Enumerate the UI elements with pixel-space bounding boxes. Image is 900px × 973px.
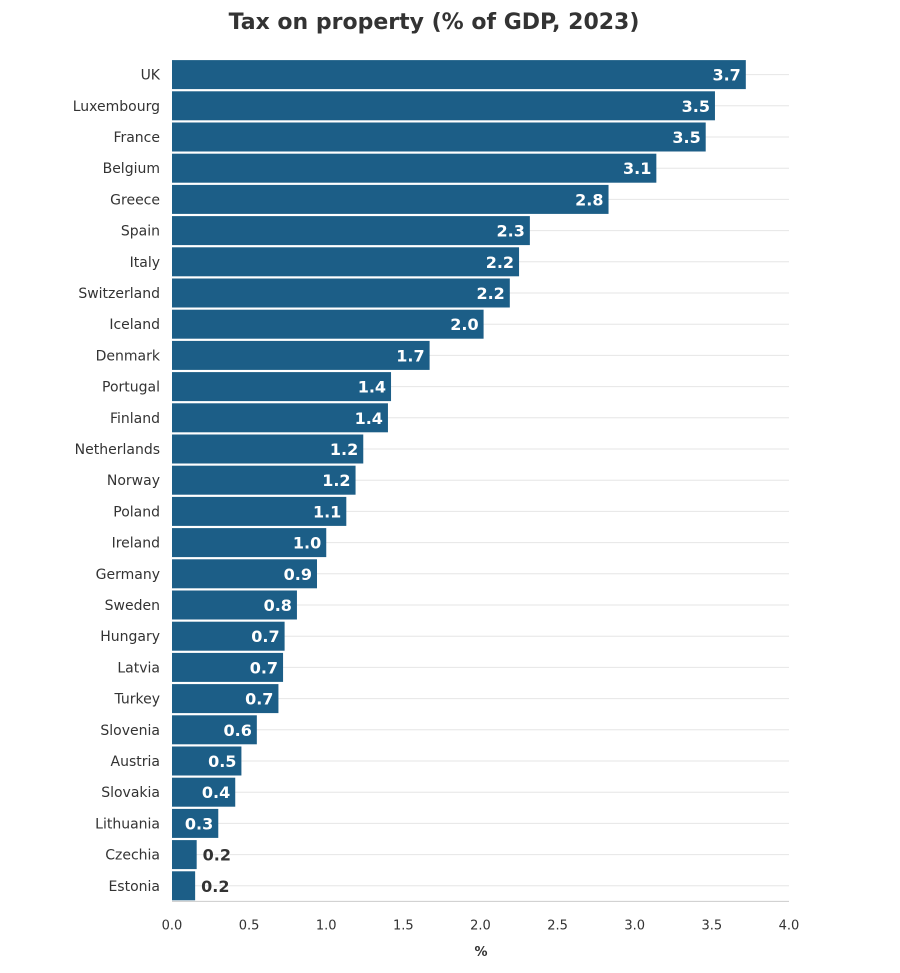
bar <box>172 559 317 589</box>
value-label: 2.0 <box>450 315 478 334</box>
value-label: 0.2 <box>203 846 231 865</box>
category-label: Austria <box>111 754 160 770</box>
category-label: Belgium <box>103 161 160 177</box>
category-label: Lithuania <box>95 816 160 832</box>
value-label: 0.7 <box>251 627 279 646</box>
bar <box>172 60 746 90</box>
value-label: 0.8 <box>264 596 292 615</box>
value-label: 1.0 <box>293 534 321 553</box>
bar <box>172 434 364 464</box>
category-label: Denmark <box>96 348 161 364</box>
x-axis-label: % <box>474 945 488 960</box>
category-label: Slovenia <box>100 723 160 739</box>
category-label: Slovakia <box>101 785 160 801</box>
category-label: Italy <box>130 255 160 271</box>
category-label: Latvia <box>117 660 160 676</box>
bar <box>172 871 196 901</box>
x-tick-label: 1.0 <box>316 918 337 933</box>
value-label: 1.2 <box>330 440 358 459</box>
value-label: 2.3 <box>497 222 525 241</box>
bar <box>172 777 236 807</box>
value-label: 0.7 <box>250 658 278 677</box>
value-label: 0.4 <box>202 783 230 802</box>
value-label: 0.6 <box>223 721 251 740</box>
x-tick-label: 0.5 <box>239 918 260 933</box>
x-tick-label: 1.5 <box>393 918 414 933</box>
value-label: 3.5 <box>672 128 700 147</box>
x-tick-label: 2.0 <box>470 918 491 933</box>
category-label: Sweden <box>105 598 160 614</box>
bar <box>172 309 484 339</box>
value-label: 0.5 <box>208 752 236 771</box>
value-label: 1.4 <box>355 409 383 428</box>
value-label: 1.4 <box>358 378 386 397</box>
bar <box>172 652 284 682</box>
bar <box>172 340 430 370</box>
bar <box>172 91 715 121</box>
bar <box>172 528 327 558</box>
category-label: Portugal <box>102 380 160 396</box>
value-label: 0.7 <box>245 690 273 709</box>
bar <box>172 122 706 152</box>
category-label: Spain <box>121 224 160 240</box>
value-label: 3.7 <box>712 66 740 85</box>
x-tick-label: 2.5 <box>547 918 568 933</box>
bar <box>172 590 297 620</box>
chart-title: Tax on property (% of GDP, 2023) <box>228 10 640 35</box>
x-tick-label: 3.5 <box>702 918 723 933</box>
category-label: Iceland <box>109 317 160 333</box>
category-label: Czechia <box>105 848 160 864</box>
bar <box>172 684 279 714</box>
category-label: Poland <box>113 504 160 520</box>
category-label: UK <box>141 68 161 84</box>
bar <box>172 715 257 745</box>
x-axis-ticks: 0.0 0.5 1.0 1.5 2.0 2.5 3.0 3.5 4.0 <box>162 900 800 933</box>
category-label: Germany <box>96 567 160 583</box>
bar <box>172 808 219 838</box>
category-label: Norway <box>107 473 160 489</box>
category-label: Ireland <box>112 536 160 552</box>
value-label: 2.2 <box>486 253 514 272</box>
bar <box>172 184 609 214</box>
category-label: Estonia <box>108 879 160 895</box>
value-label: 0.3 <box>185 814 213 833</box>
value-label: 1.1 <box>313 502 341 521</box>
bar <box>172 840 197 870</box>
value-label: 3.5 <box>682 97 710 116</box>
bar <box>172 465 356 495</box>
category-label: France <box>113 130 160 146</box>
bar <box>172 403 388 433</box>
category-label: Turkey <box>113 692 160 708</box>
value-label: 0.9 <box>284 565 312 584</box>
bar <box>172 372 392 402</box>
bar <box>172 746 242 776</box>
category-label: Greece <box>110 192 160 208</box>
bar <box>172 621 285 651</box>
bar <box>172 496 347 526</box>
value-label: 1.7 <box>396 346 424 365</box>
category-label: Luxembourg <box>73 99 160 115</box>
bar <box>172 153 657 183</box>
value-label: 3.1 <box>623 159 651 178</box>
value-label: 1.2 <box>322 471 350 490</box>
category-labels: UK Luxembourg France Belgium Greece Spain Ital… <box>73 68 161 895</box>
category-label: Hungary <box>100 629 160 645</box>
value-label: 0.2 <box>201 877 229 896</box>
bars <box>172 60 746 901</box>
x-tick-label: 0.0 <box>162 918 183 933</box>
value-label: 2.2 <box>476 284 504 303</box>
x-tick-label: 4.0 <box>779 918 800 933</box>
value-label: 2.8 <box>575 190 603 209</box>
value-labels: 3.73.53.53.12.82.32.22.22.01.71.41.41.21… <box>185 66 741 896</box>
category-label: Netherlands <box>75 442 160 458</box>
bar <box>172 216 530 246</box>
bar <box>172 278 510 308</box>
category-label: Finland <box>110 411 160 427</box>
x-tick-label: 3.0 <box>624 918 645 933</box>
bar <box>172 247 520 277</box>
category-label: Switzerland <box>78 286 160 302</box>
